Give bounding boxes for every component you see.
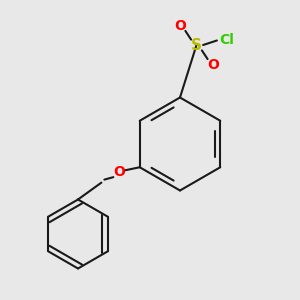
Text: Cl: Cl (219, 34, 234, 47)
Text: S: S (191, 38, 202, 52)
Text: O: O (174, 19, 186, 32)
Text: O: O (113, 165, 125, 179)
Text: O: O (207, 58, 219, 71)
